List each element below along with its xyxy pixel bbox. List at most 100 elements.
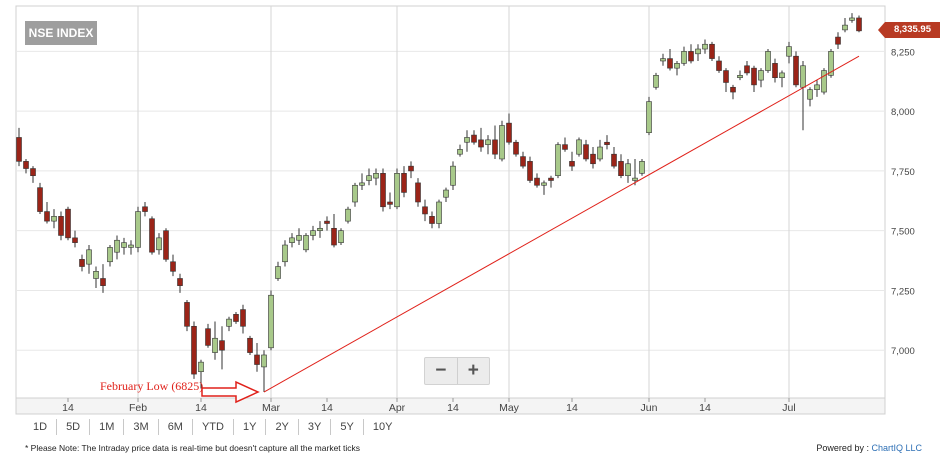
- powered-by-label: Powered by :: [816, 443, 869, 453]
- candle-body: [835, 36, 841, 45]
- candle-body: [772, 63, 778, 79]
- candle-body: [58, 216, 64, 236]
- candle-body: [807, 89, 813, 100]
- candle-body: [548, 177, 554, 181]
- plot-area: [15, 5, 886, 399]
- candle-body: [296, 235, 302, 241]
- candle-body: [800, 65, 806, 88]
- candle-body: [562, 144, 568, 150]
- candle-body: [107, 247, 113, 263]
- candle-body: [331, 227, 337, 246]
- x-axis-band: [15, 397, 886, 415]
- candle-body: [849, 17, 855, 21]
- range-6m[interactable]: 6M: [157, 419, 192, 435]
- candle-body: [394, 173, 400, 208]
- x-tick-label: 14: [699, 402, 711, 414]
- candle-body: [408, 165, 414, 172]
- candle-body: [205, 328, 211, 346]
- y-tick-label: 7,250: [891, 286, 915, 297]
- candle-body: [765, 51, 771, 71]
- candle-body: [198, 361, 204, 373]
- zoom-out-button[interactable]: −: [435, 360, 447, 381]
- range-ytd[interactable]: YTD: [191, 419, 233, 435]
- candle-body: [702, 43, 708, 50]
- candle-body: [380, 173, 386, 208]
- y-tick-label: 7,000: [891, 346, 915, 357]
- candle-body: [254, 354, 260, 365]
- candle-body: [464, 137, 470, 143]
- annotation-arrow: [201, 380, 260, 404]
- candle-body: [219, 340, 225, 351]
- range-2y[interactable]: 2Y: [265, 419, 297, 435]
- candle-body: [478, 139, 484, 148]
- candle-body: [415, 182, 421, 203]
- range-3y[interactable]: 3Y: [297, 419, 330, 435]
- candle-body: [86, 249, 92, 265]
- candle-body: [744, 65, 750, 74]
- candle-body: [114, 239, 120, 253]
- candle-body: [79, 259, 85, 267]
- candle-body: [534, 177, 540, 186]
- candle-body: [261, 354, 267, 368]
- candle-body: [513, 141, 519, 155]
- candle-body: [135, 211, 141, 248]
- candle-body: [646, 101, 652, 133]
- candle-body: [338, 230, 344, 243]
- candle-body: [65, 208, 71, 239]
- candle-body: [674, 63, 680, 69]
- candle-body: [576, 139, 582, 155]
- candle-body: [828, 51, 834, 76]
- candle-body: [226, 318, 232, 327]
- candle-body: [352, 184, 358, 203]
- powered-by: Powered by : ChartIQ LLC: [816, 443, 922, 453]
- candle-body: [170, 261, 176, 272]
- candle-body: [660, 58, 666, 62]
- candle-body: [247, 337, 253, 353]
- candle-body: [485, 139, 491, 145]
- candle-body: [142, 206, 148, 212]
- chartiq-link[interactable]: ChartIQ LLC: [871, 443, 922, 453]
- candle-body: [737, 75, 743, 79]
- range-1m[interactable]: 1M: [89, 419, 123, 435]
- x-tick-label: 14: [447, 402, 459, 414]
- candle-body: [667, 58, 673, 69]
- candle-body: [233, 314, 239, 322]
- last-price-badge: 8,335.95: [878, 22, 940, 38]
- candle-body: [366, 175, 372, 181]
- candle-body: [303, 235, 309, 251]
- y-tick-label: 8,000: [891, 107, 915, 118]
- range-5y[interactable]: 5Y: [330, 419, 362, 435]
- x-tick-label: Feb: [129, 402, 147, 414]
- candle-body: [751, 67, 757, 86]
- range-10y[interactable]: 10Y: [362, 419, 402, 435]
- candle-body: [499, 125, 505, 160]
- candle-body: [471, 134, 477, 143]
- range-5d[interactable]: 5D: [56, 419, 89, 435]
- candle-body: [401, 173, 407, 193]
- candle-body: [450, 165, 456, 186]
- index-name-badge: NSE INDEX: [25, 21, 97, 45]
- candle-body: [240, 309, 246, 327]
- x-tick-label: 14: [195, 402, 207, 414]
- zoom-in-button[interactable]: +: [467, 360, 479, 381]
- candle-body: [149, 218, 155, 253]
- candle-body: [359, 182, 365, 186]
- candle-body: [681, 51, 687, 64]
- candle-body: [541, 182, 547, 186]
- range-selector: 1D 5D 1M 3M 6M YTD 1Y 2Y 3Y 5Y 10Y: [24, 419, 401, 435]
- candle-body: [506, 122, 512, 143]
- range-1d[interactable]: 1D: [33, 421, 48, 433]
- candle-body: [583, 144, 589, 160]
- candle-body: [317, 227, 323, 231]
- intraday-note: * Please Note: The Intraday price data i…: [25, 443, 361, 453]
- candle-body: [121, 242, 127, 248]
- candle-body: [842, 24, 848, 31]
- candle-body: [527, 161, 533, 181]
- candle-body: [730, 86, 736, 93]
- candle-body: [793, 55, 799, 86]
- range-1y[interactable]: 1Y: [232, 419, 265, 435]
- candle-body: [555, 144, 561, 177]
- range-3m[interactable]: 3M: [123, 419, 157, 435]
- candle-body: [618, 161, 624, 177]
